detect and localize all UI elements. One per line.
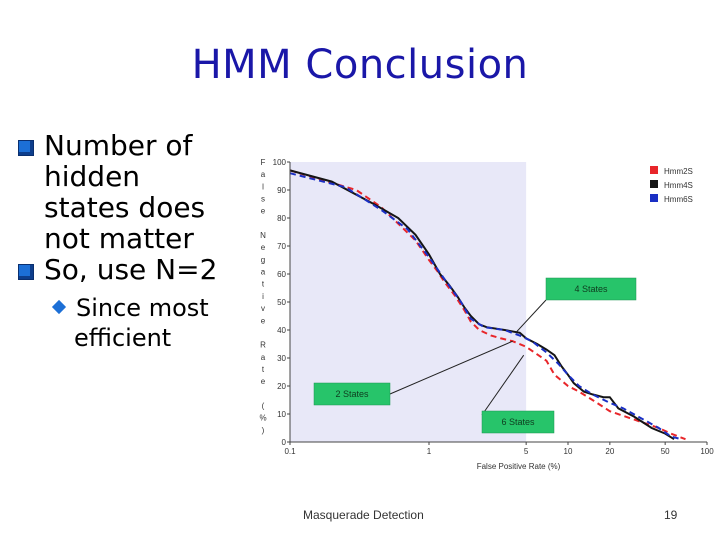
bullet-text: So, use N=2 (44, 253, 218, 286)
x-tick-label: 100 (700, 447, 714, 456)
y-tick-label: 30 (277, 354, 286, 363)
legend-label: Hmm4S (664, 181, 693, 190)
legend-swatch (650, 180, 658, 188)
x-tick-label: 50 (661, 447, 670, 456)
annotation-label: 2 States (335, 389, 369, 399)
annotation-pointer (481, 354, 525, 416)
y-tick-label: 90 (277, 186, 286, 195)
square-bullet-icon (18, 264, 34, 280)
square-bullet-icon (18, 140, 34, 156)
bullet-list: Number of hidden states does not matter So,… (18, 130, 217, 353)
x-axis-label: False Positive Rate (%) (477, 462, 561, 471)
legend-label: Hmm6S (664, 195, 693, 204)
annotation-box (313, 382, 391, 406)
footer-title: Masquerade Detection (303, 508, 424, 522)
x-tick-label: 0.1 (284, 447, 296, 456)
legend-swatch (650, 166, 658, 174)
bullet-text: Number of hidden states does not matter (44, 129, 205, 255)
y-tick-label: 40 (277, 326, 286, 335)
x-tick-label: 20 (605, 447, 614, 456)
x-tick-label: 10 (564, 447, 573, 456)
annotation-box (481, 410, 555, 434)
legend-swatch (650, 194, 658, 202)
y-tick-label: 10 (277, 410, 286, 419)
bullet-text-line: hidden (44, 160, 141, 193)
sub-bullet-item: Since most efficient (18, 293, 217, 353)
sub-bullet-line1: Since most (76, 294, 209, 322)
y-tick-label: 20 (277, 382, 286, 391)
bullet-text-line: states does (44, 191, 206, 224)
y-tick-label: 80 (277, 214, 286, 223)
page-number: 19 (664, 508, 678, 522)
y-tick-label: 50 (277, 298, 286, 307)
bullet-text-line: not matter (44, 222, 194, 255)
annotation-box (545, 277, 637, 301)
bullet-item: So, use N=2 (18, 254, 217, 285)
bullet-text-line: Number of (44, 129, 193, 162)
x-tick-label: 5 (524, 447, 529, 456)
series-line-hmm6s (289, 172, 682, 441)
annotation-label: 6 States (501, 417, 535, 427)
bullet-item: Number of hidden states does not matter (18, 130, 217, 254)
sub-bullet-line2: efficient (74, 324, 172, 352)
slide-title: HMM Conclusion (191, 42, 529, 88)
legend-label: Hmm2S (664, 167, 693, 176)
annotation-pointer (389, 340, 513, 395)
annotation-pointer (515, 299, 547, 334)
y-tick-label: 100 (273, 158, 287, 167)
series-line-hmm2s (289, 169, 686, 441)
diamond-bullet-icon (51, 299, 67, 315)
y-tick-label: 0 (282, 438, 287, 447)
y-tick-label: 70 (277, 242, 286, 251)
y-tick-label: 60 (277, 270, 286, 279)
x-tick-label: 1 (427, 447, 432, 456)
annotation-label: 4 States (574, 284, 608, 294)
roc-chart: Hmm2S Hmm4S Hmm6S 4 States 2 States 6 States… (259, 158, 714, 471)
